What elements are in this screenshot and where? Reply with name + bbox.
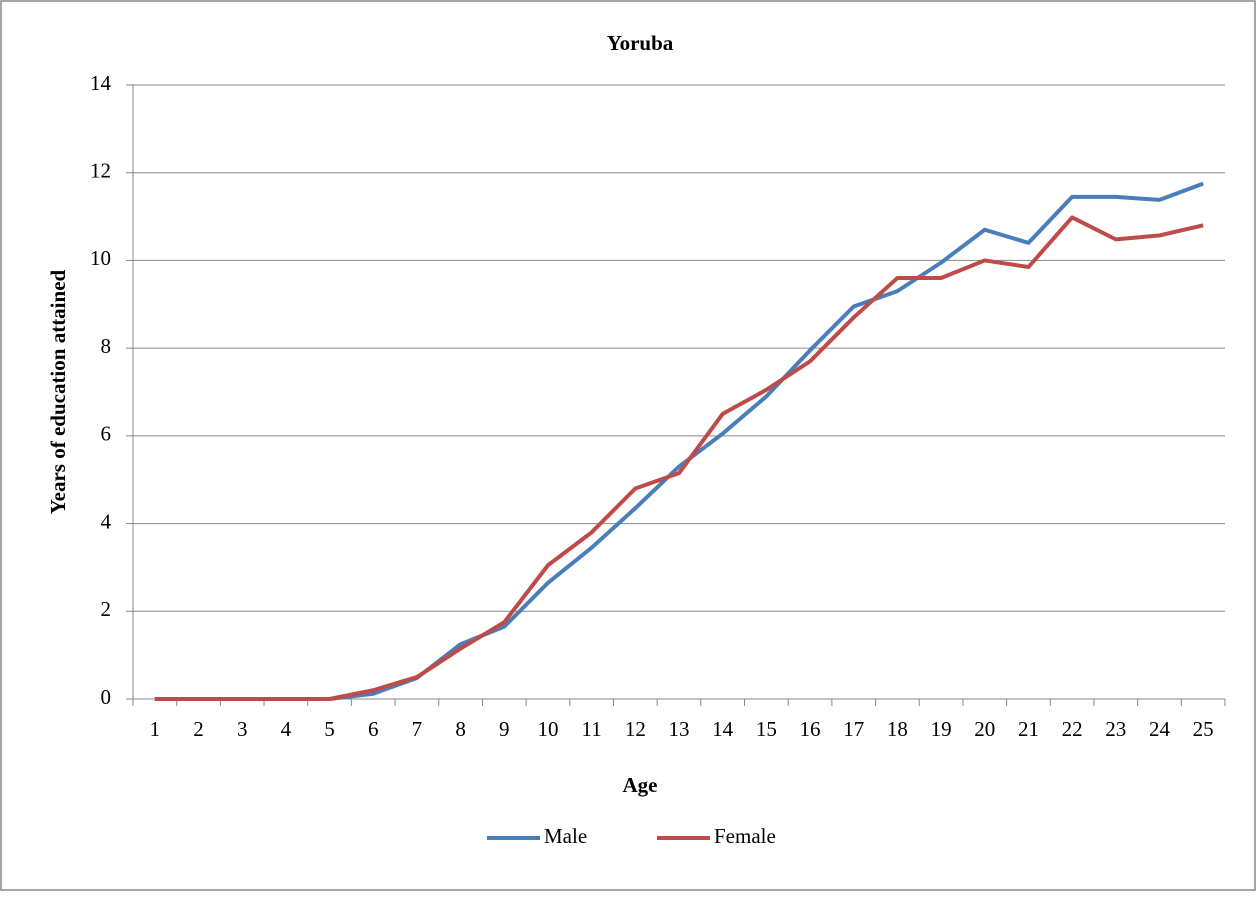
x-tick-label: 19 (931, 717, 952, 741)
legend-label: Female (714, 824, 776, 848)
y-tick-label: 4 (101, 509, 112, 533)
x-axis-label: Age (623, 773, 658, 797)
x-tick-label: 24 (1149, 717, 1171, 741)
x-tick-label: 14 (712, 717, 734, 741)
series-line (154, 215, 1204, 701)
x-tick-label: 7 (412, 717, 423, 741)
x-tick-label: 10 (537, 717, 558, 741)
x-tick-label: 8 (455, 717, 466, 741)
y-tick-label: 10 (90, 246, 111, 270)
x-tick-label: 4 (281, 717, 292, 741)
y-axis-label: Years of education attained (46, 269, 70, 514)
x-tick-label: 6 (368, 717, 379, 741)
legend-label: Male (544, 824, 587, 848)
x-tick-label: 20 (974, 717, 995, 741)
x-tick-label: 22 (1062, 717, 1083, 741)
x-tick-label: 21 (1018, 717, 1039, 741)
y-tick-label: 8 (101, 334, 112, 358)
y-tick-label: 2 (101, 597, 112, 621)
y-tick-label: 0 (101, 685, 112, 709)
x-tick-label: 17 (843, 717, 864, 741)
y-tick-label: 6 (101, 422, 112, 446)
x-tick-label: 13 (669, 717, 690, 741)
x-tick-label: 23 (1105, 717, 1126, 741)
y-tick-label: 14 (90, 71, 112, 95)
chart-title: Yoruba (607, 31, 674, 55)
x-tick-label: 1 (150, 717, 161, 741)
x-tick-label: 2 (193, 717, 204, 741)
x-tick-label: 12 (625, 717, 646, 741)
y-tick-label: 12 (90, 159, 111, 183)
x-tick-label: 9 (499, 717, 510, 741)
x-tick-label: 3 (237, 717, 248, 741)
x-tick-label: 16 (800, 717, 821, 741)
x-tick-label: 15 (756, 717, 777, 741)
x-tick-label: 5 (324, 717, 335, 741)
x-tick-label: 25 (1193, 717, 1214, 741)
x-tick-label: 11 (582, 717, 602, 741)
x-tick-label: 18 (887, 717, 908, 741)
